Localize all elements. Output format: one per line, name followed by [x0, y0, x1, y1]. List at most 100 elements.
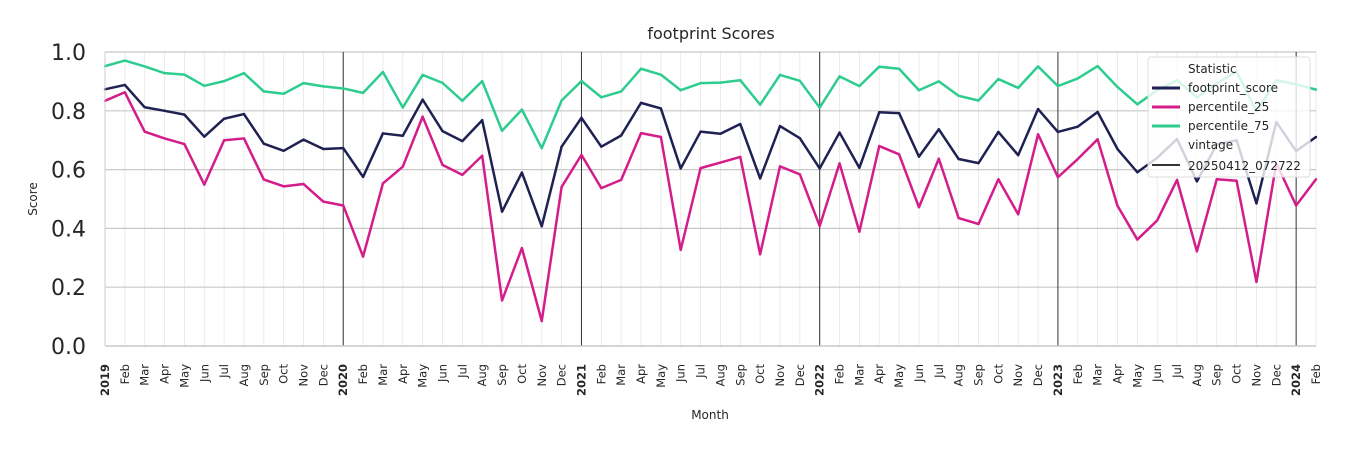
data-point-footprint_score: [977, 161, 980, 165]
x-tick-month: Dec: [793, 364, 807, 386]
data-point-percentile_25: [1056, 176, 1060, 179]
data-point-percentile_25: [758, 253, 762, 256]
y-axis-label: Score: [26, 182, 40, 216]
data-point-percentile_25: [1235, 179, 1238, 182]
x-tick-month: Dec: [1031, 364, 1045, 386]
x-tick-month: Jul: [1170, 364, 1184, 379]
x-tick-month: Sep: [1210, 364, 1224, 386]
axis-layer: [104, 52, 1316, 347]
data-point-percentile_75: [560, 99, 563, 102]
data-point-footprint_score: [818, 167, 821, 170]
data-point-percentile_75: [461, 99, 464, 103]
data-point-footprint_score: [1096, 110, 1099, 114]
x-tick-month: Feb: [594, 364, 608, 384]
data-point-footprint_score: [1017, 153, 1020, 157]
data-point-footprint_score: [739, 122, 742, 126]
data-point-percentile_25: [480, 154, 484, 157]
x-tick-month: Oct: [753, 364, 767, 384]
data-point-footprint_score: [203, 135, 206, 138]
data-point-percentile_75: [818, 106, 821, 109]
data-point-footprint_score: [679, 167, 682, 170]
x-tick-month: Oct: [991, 364, 1005, 384]
data-point-percentile_25: [401, 165, 404, 168]
data-point-percentile_25: [679, 248, 682, 252]
data-point-percentile_25: [342, 204, 345, 207]
y-tick-label: 0.0: [51, 335, 86, 360]
x-tick-month: Mar: [376, 364, 390, 386]
data-point-footprint_score: [1195, 180, 1199, 183]
x-tick-year: 2022: [813, 364, 827, 396]
data-point-percentile_75: [500, 129, 504, 132]
x-tick-month: Nov: [535, 364, 549, 387]
data-point-percentile_75: [878, 65, 881, 68]
data-point-footprint_score: [897, 111, 901, 115]
data-point-footprint_score: [917, 155, 921, 158]
data-point-footprint_score: [461, 139, 464, 143]
series-layer: [103, 59, 1318, 323]
data-point-percentile_75: [1076, 77, 1079, 80]
data-point-percentile_75: [143, 65, 146, 68]
data-point-percentile_75: [1096, 64, 1099, 68]
data-point-percentile_75: [282, 92, 285, 95]
data-point-footprint_score: [1056, 130, 1060, 134]
series-line-percentile_75: [104, 59, 1317, 150]
x-tick-labels: 2019 Feb Mar Apr May Jun Jul Aug Sep Oct Nov Dec 202…: [98, 364, 1323, 396]
legend-label-percentile-75: percentile_75: [1188, 119, 1269, 133]
y-tick-label: 0.8: [51, 100, 86, 125]
data-point-percentile_75: [997, 77, 1000, 81]
data-point-footprint_score: [421, 98, 424, 101]
x-tick-month: Jul: [217, 364, 231, 379]
x-tick-month: Aug: [713, 364, 727, 386]
data-point-percentile_25: [977, 222, 980, 226]
x-tick-month: Apr: [872, 364, 886, 384]
series-line-percentile_25: [104, 91, 1317, 323]
data-point-percentile_25: [421, 115, 424, 118]
data-point-percentile_75: [222, 79, 226, 83]
data-point-percentile_25: [520, 246, 524, 250]
data-point-footprint_score: [1136, 171, 1139, 174]
data-point-footprint_score: [540, 225, 543, 228]
data-point-percentile_25: [1036, 133, 1040, 136]
data-point-percentile_75: [679, 89, 682, 92]
x-tick-month: Jun: [435, 364, 449, 383]
data-point-footprint_score: [858, 166, 861, 170]
data-point-percentile_75: [639, 67, 643, 70]
data-point-percentile_75: [858, 84, 861, 88]
data-point-footprint_score: [1314, 135, 1318, 139]
x-tick-month: Sep: [733, 364, 747, 386]
data-point-percentile_75: [1136, 103, 1139, 106]
data-point-percentile_25: [600, 186, 603, 190]
legend-stat-title: Statistic: [1188, 62, 1237, 76]
data-point-percentile_25: [123, 91, 127, 94]
data-point-percentile_25: [699, 166, 702, 170]
data-point-footprint_score: [143, 106, 146, 109]
data-point-percentile_25: [858, 230, 861, 233]
data-point-percentile_75: [242, 71, 246, 75]
data-point-footprint_score: [937, 128, 941, 131]
data-point-footprint_score: [520, 171, 524, 174]
data-point-footprint_score: [262, 142, 266, 145]
data-point-footprint_score: [163, 109, 166, 113]
data-point-footprint_score: [381, 132, 385, 135]
data-point-percentile_25: [1136, 238, 1139, 241]
x-tick-month: Jul: [455, 364, 469, 379]
data-point-percentile_25: [441, 163, 444, 167]
x-tick-month: Dec: [316, 364, 330, 386]
x-tick-month: May: [892, 364, 906, 388]
x-tick-month: Jun: [912, 364, 926, 383]
data-point-percentile_75: [1314, 88, 1318, 91]
x-tick-month: Nov: [1011, 364, 1025, 387]
x-tick-month: Jun: [674, 364, 688, 383]
data-point-percentile_75: [183, 73, 186, 76]
data-point-percentile_75: [699, 81, 702, 85]
legend-label-footprint-score: footprint_score: [1188, 81, 1278, 95]
data-point-footprint_score: [441, 129, 444, 133]
data-point-percentile_25: [1175, 178, 1179, 182]
data-point-percentile_25: [302, 182, 305, 186]
y-tick-label: 0.6: [51, 159, 86, 184]
data-point-percentile_75: [322, 85, 325, 88]
x-tick-month: Mar: [1091, 364, 1105, 386]
y-tick-label: 0.4: [51, 217, 86, 242]
data-point-footprint_score: [778, 124, 782, 128]
data-point-percentile_75: [381, 70, 385, 74]
